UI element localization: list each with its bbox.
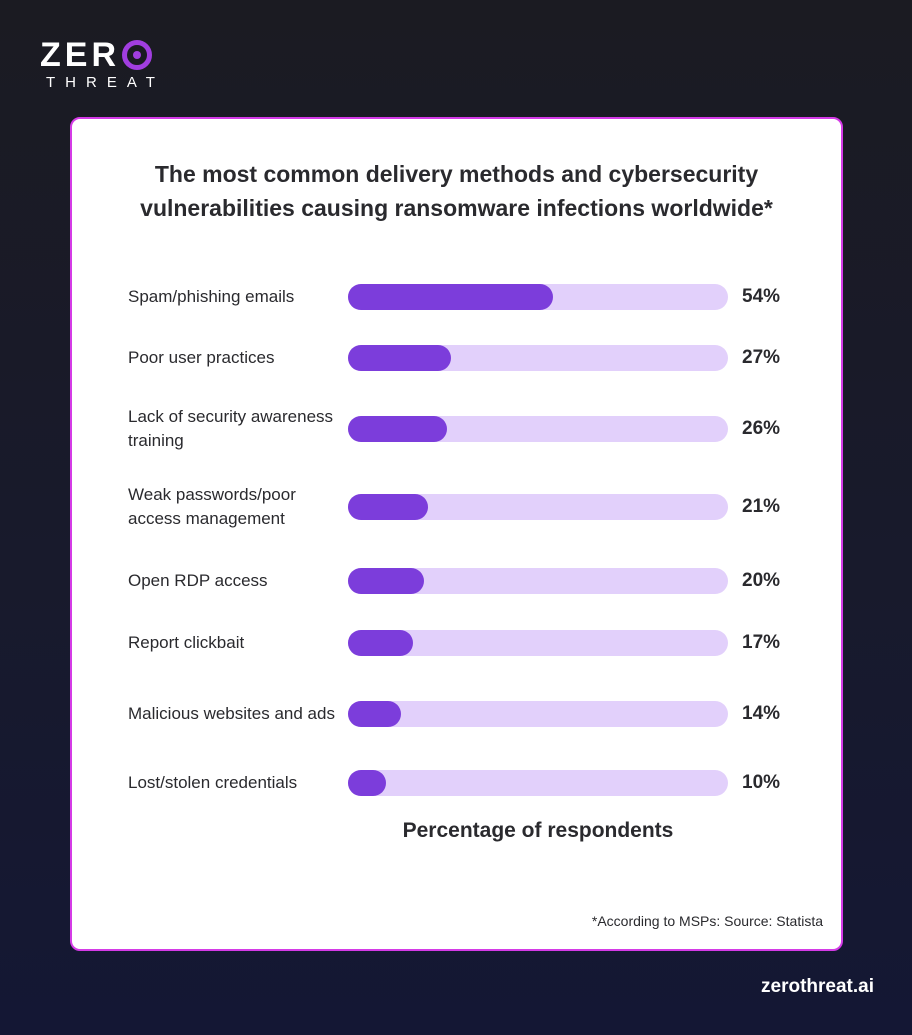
logo-o-ring-icon <box>122 40 152 70</box>
category-label: Report clickbait <box>128 633 245 652</box>
bar-track <box>348 345 728 371</box>
website-link[interactable]: zerothreat.ai <box>761 976 874 997</box>
category-label: Spam/phishing emails <box>128 287 295 306</box>
category-label: Poor user practices <box>128 348 275 367</box>
bar <box>348 284 554 310</box>
value-label: 27% <box>742 347 781 368</box>
category-label: Malicious websites and ads <box>128 704 335 723</box>
bar-track <box>348 494 728 520</box>
value-label: 21% <box>742 496 781 517</box>
bar-track <box>348 770 728 796</box>
value-label: 20% <box>742 570 781 591</box>
category-label: Open RDP access <box>128 571 268 590</box>
category-label: Lack of security awareness training <box>128 407 334 450</box>
chart-title: The most common delivery methods and cyb… <box>140 161 773 221</box>
zerothreat-logo: ZER THREAT <box>40 38 165 91</box>
bar <box>348 416 447 442</box>
bar-track <box>348 630 728 656</box>
bar-track <box>348 701 728 727</box>
value-label: 17% <box>742 632 781 653</box>
bar <box>348 701 402 727</box>
x-axis-label: Percentage of respondents <box>402 819 674 842</box>
footnote: *According to MSPs: Source: Statista <box>591 913 823 929</box>
category-label: Weak passwords/poor access management <box>128 485 296 528</box>
chart-card: The most common delivery methods and cyb… <box>70 117 843 951</box>
bar-track <box>348 416 728 442</box>
logo-threat: THREAT <box>46 74 165 91</box>
value-label: 10% <box>742 772 781 793</box>
bar <box>348 568 424 594</box>
value-label: 26% <box>742 418 781 439</box>
logo-zero: ZER <box>40 38 165 72</box>
bar <box>348 494 428 520</box>
value-label: 14% <box>742 703 781 724</box>
bar <box>348 630 413 656</box>
value-label: 54% <box>742 286 781 307</box>
bar-track <box>348 284 728 310</box>
bar <box>348 770 386 796</box>
bar-track <box>348 568 728 594</box>
category-label: Lost/stolen credentials <box>128 773 298 792</box>
bar <box>348 345 451 371</box>
